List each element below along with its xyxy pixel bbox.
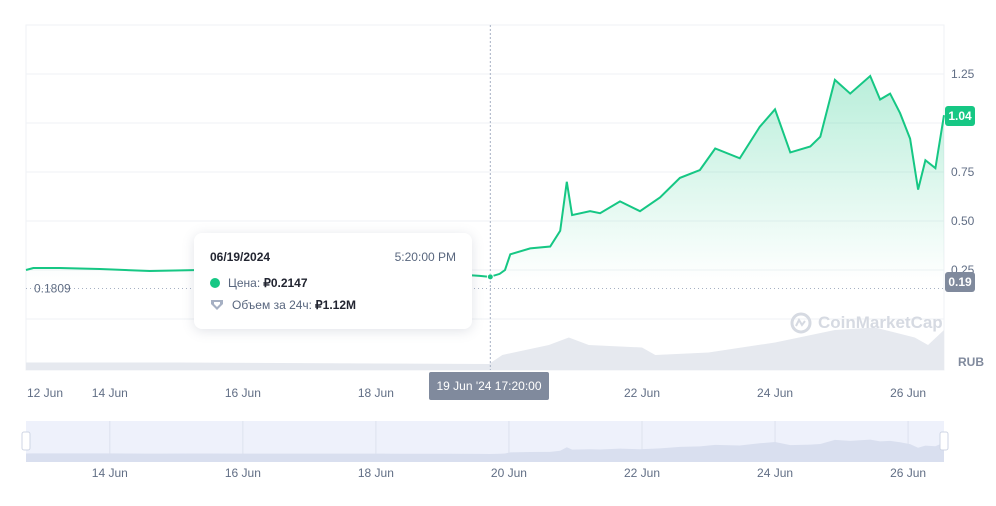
- tooltip-price-label: Цена:: [228, 276, 261, 290]
- tooltip-volume-label: Объем за 24ч:: [232, 298, 313, 312]
- x-tick-label: 16 Jun: [225, 386, 261, 400]
- navigator-tick-label: 26 Jun: [890, 466, 926, 480]
- navigator-tick-label: 18 Jun: [358, 466, 394, 480]
- y-tick-label: 0.75: [951, 165, 975, 179]
- crosshair-point: [486, 273, 494, 281]
- navigator-tick-label: 20 Jun: [491, 466, 527, 480]
- volume-shield-icon: [211, 300, 223, 310]
- navigator-tick-label: 14 Jun: [92, 466, 128, 480]
- crosshair-x-label: 19 Jun '24 17:20:00: [429, 372, 549, 400]
- x-tick-label: 12 Jun: [27, 386, 63, 400]
- y-tick-label: 1.25: [951, 67, 975, 81]
- navigator-tick-label: 22 Jun: [624, 466, 660, 480]
- tooltip-time: 5:20:00 PM: [394, 250, 456, 264]
- navigator-right-handle[interactable]: [939, 431, 949, 451]
- currency-label: RUB: [958, 355, 984, 369]
- coinmarketcap-logo-icon: [790, 312, 812, 334]
- navigator-tick-label: 24 Jun: [757, 466, 793, 480]
- navigator-tick-label: 16 Jun: [225, 466, 261, 480]
- reference-price-label: 0.1809: [34, 282, 71, 296]
- x-tick-label: 18 Jun: [358, 386, 394, 400]
- current-price-badge: 1.04: [945, 106, 975, 126]
- tooltip: 06/19/2024 5:20:00 PM Цена: ₽0.2147 Объем…: [194, 233, 472, 329]
- tooltip-date: 06/19/2024: [210, 250, 271, 264]
- tooltip-volume: ₽1.12M: [315, 298, 357, 312]
- x-tick-label: 26 Jun: [890, 386, 926, 400]
- navigator-series: [26, 439, 944, 462]
- navigator-left-handle[interactable]: [21, 431, 31, 451]
- volume-area: [26, 327, 944, 370]
- tooltip-price: ₽0.2147: [263, 276, 308, 290]
- coinmarketcap-watermark: CoinMarketCap: [790, 312, 943, 334]
- y-tick-label: 0.50: [951, 214, 975, 228]
- watermark-text: CoinMarketCap: [818, 313, 943, 332]
- reference-price-badge: 0.19: [945, 272, 975, 292]
- x-tick-label: 22 Jun: [624, 386, 660, 400]
- price-dot-icon: [210, 278, 220, 288]
- price-area: [26, 76, 944, 282]
- x-tick-label: 24 Jun: [757, 386, 793, 400]
- x-tick-label: 14 Jun: [92, 386, 128, 400]
